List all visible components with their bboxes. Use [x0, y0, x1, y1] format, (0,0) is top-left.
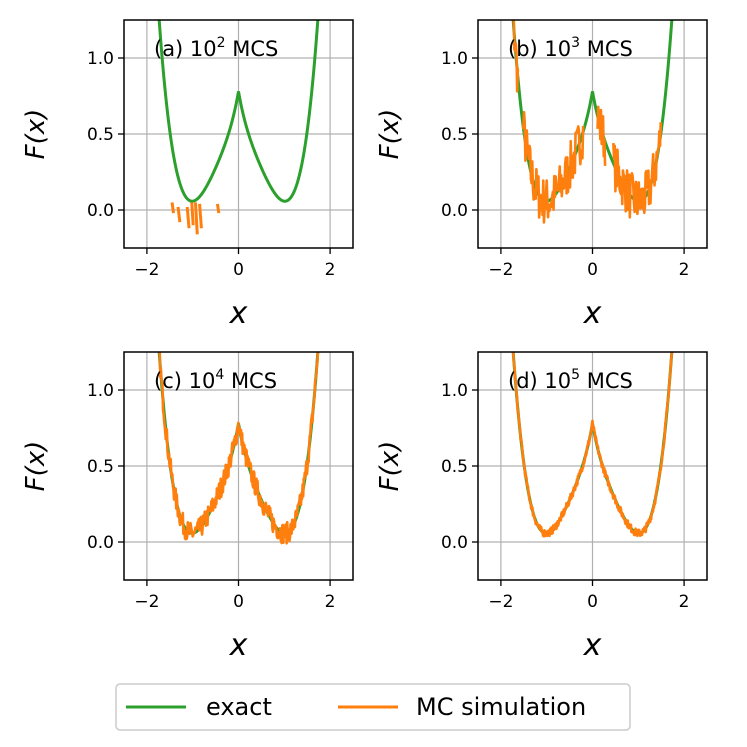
x-tick-label: −2 [134, 592, 159, 612]
y-tick-label: 1.0 [87, 381, 114, 401]
panel-d: −2 0 2 0.0 0.5 1.0 x F(x) (d) 105 MCS [375, 0, 707, 663]
panel-title-prefix: (c) 10 [154, 369, 215, 393]
x-tick-label: 2 [325, 260, 336, 280]
x-axis-label: x [229, 628, 248, 663]
panel-title: (c) 104 MCS [154, 367, 277, 393]
panel-title-suffix: MCS [580, 369, 633, 393]
y-tick-label: 1.0 [87, 49, 114, 69]
x-axis-label: x [583, 628, 602, 663]
panel-b: −2 0 2 0.0 0.5 1.0 x F(x) (b) 103 MCS [375, 0, 707, 331]
mc-segment [200, 204, 202, 228]
mc-segment [217, 204, 218, 213]
figure: −2 0 20.00.51.0xF(x)(a) 102 MCS−2 0 20.00.51… [0, 0, 747, 747]
y-tick-label: 0.0 [87, 533, 114, 553]
y-tick-label: 0.0 [441, 201, 468, 221]
x-tick-label: 0 [587, 260, 598, 280]
x-axis-label: x [229, 296, 248, 331]
x-tick-label: 0 [587, 592, 598, 612]
panel-title: (a) 102 MCS [154, 35, 278, 61]
x-tick-label: 2 [679, 592, 690, 612]
mc-segment [178, 207, 180, 222]
legend-label-exact: exact [206, 693, 272, 721]
panel-title-exponent: 3 [571, 35, 580, 51]
series-mc-simulation [172, 202, 219, 234]
mc-segment [187, 207, 189, 228]
y-axis-label: F(x) [21, 441, 51, 492]
x-tick-label: 0 [233, 260, 244, 280]
y-tick-label: 0.5 [87, 125, 114, 145]
panel-title-suffix: MCS [580, 37, 633, 61]
panel-c: −2 0 2 0.0 0.5 1.0 x F(x) (c) 104 MCS [21, 0, 353, 663]
mc-segment [195, 202, 197, 234]
y-tick-label: 1.0 [441, 381, 468, 401]
panel-title: (d) 105 MCS [508, 367, 633, 393]
panel-title-suffix: MCS [224, 369, 277, 393]
panel-a: −2 0 20.00.51.0xF(x)(a) 102 MCS [21, 0, 353, 331]
x-tick-label: 2 [325, 592, 336, 612]
panel-title-exponent: 5 [571, 367, 580, 383]
y-axis-label: F(x) [375, 109, 405, 160]
x-tick-label: −2 [488, 592, 513, 612]
panel-title-prefix: (b) 10 [508, 37, 571, 61]
panel-title-prefix: (a) 10 [154, 37, 217, 61]
y-tick-label: 0.5 [441, 125, 468, 145]
x-axis-label: x [583, 296, 602, 331]
x-tick-label: −2 [134, 260, 159, 280]
panel-title-exponent: 4 [215, 367, 224, 383]
x-tick-label: −2 [488, 260, 513, 280]
y-axis-label: F(x) [375, 441, 405, 492]
y-tick-label: 0.0 [441, 533, 468, 553]
mc-segment [192, 202, 193, 225]
legend-label-mc: MC simulation [416, 693, 586, 721]
legend: exact MC simulation [116, 684, 630, 730]
mc-segment [172, 202, 173, 213]
panel-title-suffix: MCS [226, 37, 279, 61]
panel-title: (b) 103 MCS [508, 35, 633, 61]
panel-title-prefix: (d) 10 [508, 369, 571, 393]
x-tick-label: 2 [679, 260, 690, 280]
y-tick-label: 0.0 [87, 201, 114, 221]
mc-trace [505, 0, 660, 222]
y-tick-label: 1.0 [441, 49, 468, 69]
panel-title-exponent: 2 [217, 35, 226, 51]
y-tick-label: 0.5 [441, 457, 468, 477]
series-mc-simulation [505, 0, 660, 222]
y-tick-label: 0.5 [87, 457, 114, 477]
x-tick-label: 0 [233, 592, 244, 612]
y-axis-label: F(x) [21, 109, 51, 160]
